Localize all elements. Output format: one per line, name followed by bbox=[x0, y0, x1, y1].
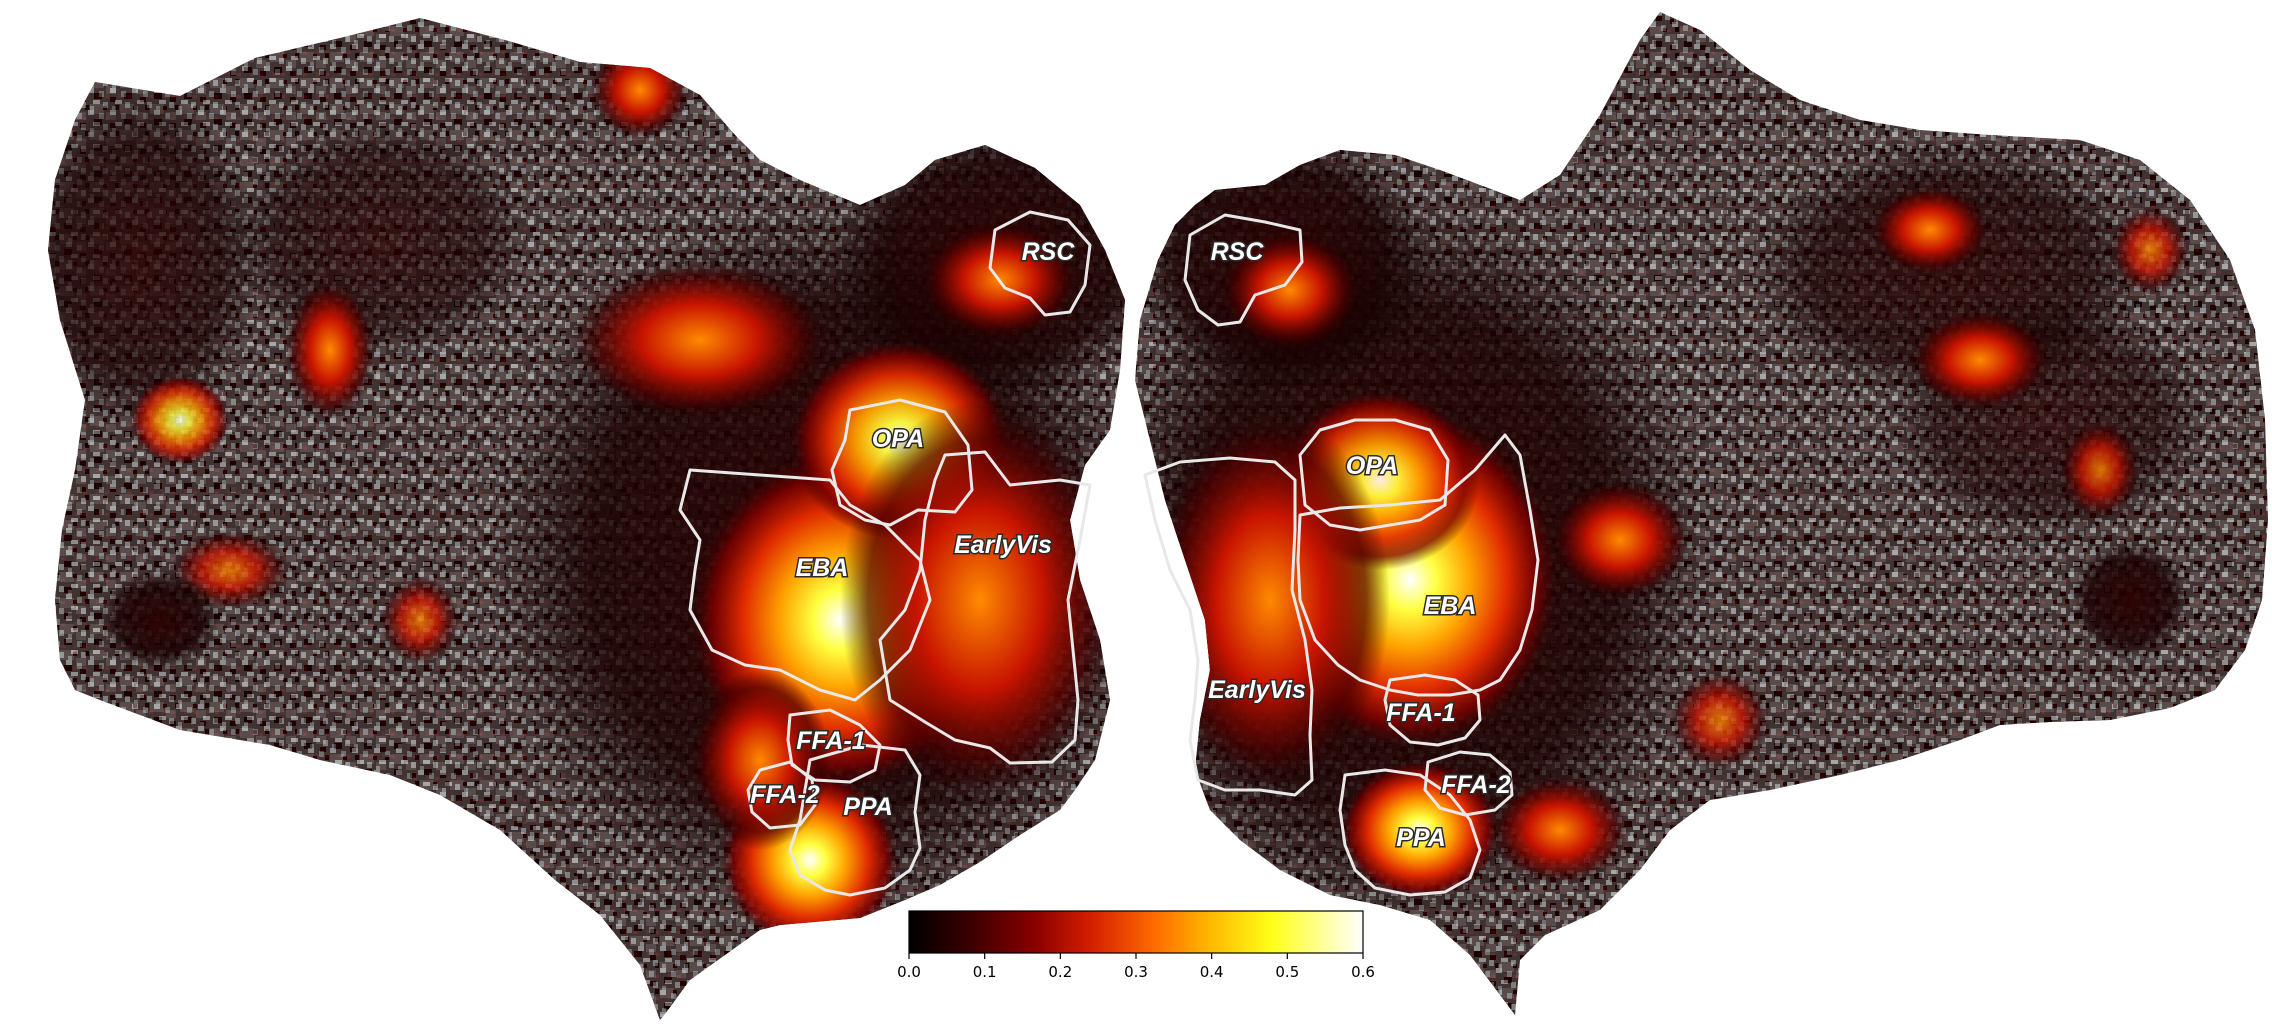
roi-outline-earlyvis-right bbox=[1143, 456, 1314, 797]
roi-outline-ffa2-left bbox=[746, 760, 817, 830]
roi-outline-opa-left bbox=[830, 398, 974, 527]
left-hemisphere-flatmap bbox=[48, 18, 1125, 1020]
roi-outline-rsc-left bbox=[988, 210, 1092, 317]
roi-label-ffa1-left: FFA-1 bbox=[796, 727, 865, 755]
roi-outline-rsc-right bbox=[1183, 213, 1304, 327]
roi-label-rsc-left: RSC bbox=[1022, 238, 1076, 266]
roi-outline-ffa1-left bbox=[786, 708, 882, 784]
roi-outline-eba-left bbox=[678, 468, 932, 702]
roi-outline-ffa1-right bbox=[1383, 673, 1482, 747]
right-roi-labels: RSC OPA EarlyVis EBA FFA-1 FFA-2 PPA bbox=[1207, 237, 1513, 854]
roi-label-earlyvis-right: EarlyVis bbox=[1208, 676, 1306, 704]
roi-outline-ppa-right bbox=[1338, 768, 1482, 897]
colorbar-tick-label: 0.4 bbox=[1200, 963, 1224, 981]
roi-label-ppa-left: PPA bbox=[843, 793, 893, 821]
roi-outline-eba-right bbox=[1296, 433, 1540, 697]
colorbar-tick-label: 0.2 bbox=[1048, 963, 1072, 981]
colorbar: 0.0 0.1 0.2 0.3 0.4 0.5 0.6 bbox=[897, 910, 1375, 981]
colorbar-gradient bbox=[908, 910, 1364, 954]
right-roi-outlines bbox=[1143, 213, 1540, 897]
roi-outline-earlyvis-left bbox=[878, 450, 1092, 765]
right-hemisphere-flatmap bbox=[1135, 12, 2268, 1015]
colorbar-tick-label: 0.5 bbox=[1275, 963, 1299, 981]
roi-label-eba-left: EBA bbox=[796, 554, 849, 582]
roi-label-ffa1-right: FFA-1 bbox=[1386, 699, 1455, 727]
colorbar-tick-label: 0.6 bbox=[1351, 963, 1375, 981]
roi-outline-opa-right bbox=[1298, 418, 1450, 532]
roi-label-opa-left: OPA bbox=[872, 425, 924, 453]
roi-label-rsc-right: RSC bbox=[1211, 238, 1265, 266]
roi-outline-ppa-left bbox=[788, 743, 922, 897]
roi-outline-ffa2-right bbox=[1423, 750, 1514, 817]
colorbar-ticks: 0.0 0.1 0.2 0.3 0.4 0.5 0.6 bbox=[897, 953, 1375, 981]
left-roi-outlines bbox=[678, 210, 1092, 897]
roi-label-earlyvis-left: EarlyVis bbox=[954, 531, 1052, 559]
roi-label-ppa-right: PPA bbox=[1396, 824, 1446, 852]
roi-label-ffa2-left: FFA-2 bbox=[750, 781, 820, 809]
roi-label-ffa2-right: FFA-2 bbox=[1441, 771, 1511, 799]
roi-label-eba-right: EBA bbox=[1424, 592, 1477, 620]
left-roi-labels: RSC OPA EarlyVis EBA FFA-1 FFA-2 PPA bbox=[749, 237, 1077, 823]
colorbar-tick-label: 0.3 bbox=[1124, 963, 1148, 981]
colorbar-tick-label: 0.0 bbox=[897, 963, 921, 981]
roi-label-opa-right: OPA bbox=[1346, 452, 1398, 480]
colorbar-tick-label: 0.1 bbox=[973, 963, 997, 981]
